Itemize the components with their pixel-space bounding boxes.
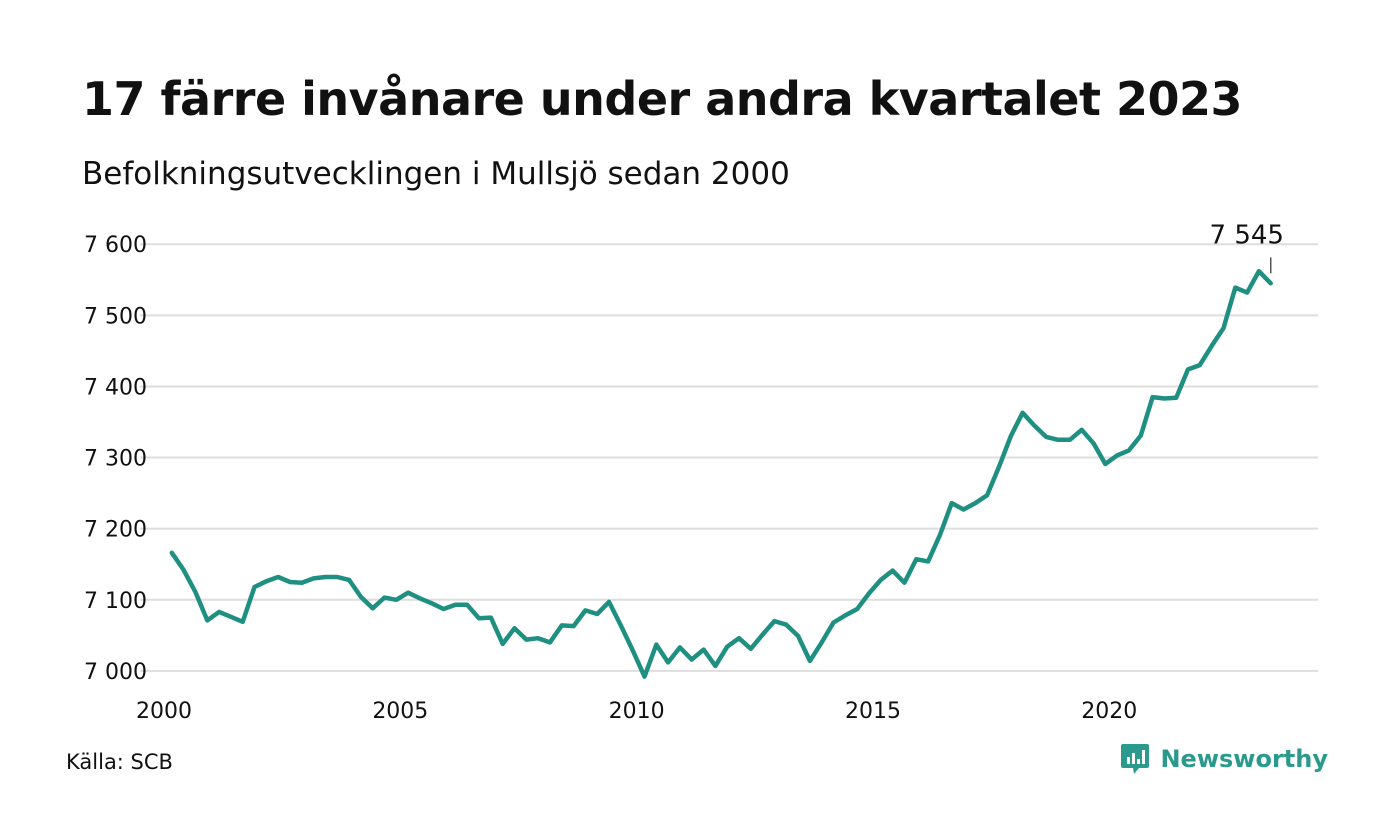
x-tick-label: 2010 bbox=[609, 699, 665, 724]
x-tick-label: 2005 bbox=[372, 699, 428, 724]
y-tick-label: 7 100 bbox=[84, 589, 147, 614]
y-tick-label: 7 600 bbox=[84, 233, 147, 258]
newsworthy-chart-bubble-icon bbox=[1121, 744, 1150, 774]
brand-name: Newsworthy bbox=[1160, 745, 1328, 773]
chart-title: 17 färre invånare under andra kvartalet … bbox=[82, 72, 1243, 126]
x-tick-label: 2020 bbox=[1081, 699, 1137, 724]
y-tick-label: 7 500 bbox=[84, 304, 147, 329]
series-layer bbox=[169, 268, 1273, 679]
source-label: Källa: SCB bbox=[66, 750, 173, 774]
annotation-label: 7 545 bbox=[1210, 220, 1284, 250]
brand-logo[interactable]: Newsworthy bbox=[1120, 742, 1328, 776]
chart-subtitle: Befolkningsutvecklingen i Mullsjö sedan … bbox=[82, 156, 790, 192]
line-chart: 7 000 7 100 7 200 7 300 7 400 7 500 7 600 2000… bbox=[84, 220, 1318, 724]
x-axis-tick-labels: 2000 2005 2010 2015 2020 bbox=[136, 699, 1137, 724]
y-tick-label: 7 300 bbox=[84, 447, 147, 472]
series-line bbox=[169, 268, 1273, 679]
y-axis-tick-labels: 7 000 7 100 7 200 7 300 7 400 7 500 7 600 bbox=[84, 233, 147, 685]
y-tick-label: 7 200 bbox=[84, 518, 147, 543]
gridlines bbox=[140, 243, 1318, 672]
x-tick-label: 2000 bbox=[136, 699, 192, 724]
y-tick-label: 7 000 bbox=[84, 660, 147, 685]
y-tick-label: 7 400 bbox=[84, 375, 147, 400]
x-tick-label: 2015 bbox=[845, 699, 901, 724]
annotation: 7 545 bbox=[1210, 220, 1284, 274]
